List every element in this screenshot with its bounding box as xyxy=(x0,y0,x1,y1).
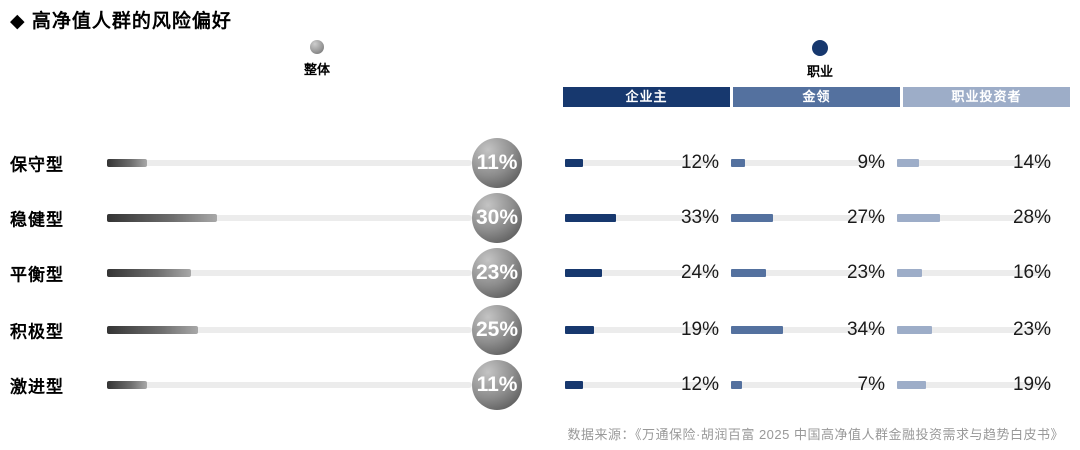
cell-value: 27% xyxy=(846,207,885,228)
chart-row-aggressive: 激进型 11% 12% 7% 19% xyxy=(0,357,1080,413)
cell-value: 16% xyxy=(1012,262,1051,283)
cell-value: 24% xyxy=(680,262,719,283)
cell-value: 33% xyxy=(680,207,719,228)
column-headers: 企业主 金领 职业投资者 xyxy=(563,87,1070,107)
cell-gold-collar: 34% xyxy=(731,302,885,358)
cell-bar-track xyxy=(565,159,719,167)
legend-occupation-label: 职业 xyxy=(806,64,833,79)
cell-gold-collar: 27% xyxy=(731,190,885,246)
cell-bar-fill xyxy=(565,326,595,334)
column-header-gold-collar: 金领 xyxy=(733,87,900,107)
overall-bar-track xyxy=(107,326,472,334)
data-source-note: 数据来源：《万通保险·胡润百富 2025 中国高净值人群金融投资需求与趋势白皮书… xyxy=(567,427,1064,442)
cell-value: 28% xyxy=(1012,207,1051,228)
cell-bar-track xyxy=(897,214,1051,222)
cell-bar-fill xyxy=(731,269,767,277)
cell-bar-track xyxy=(731,269,885,277)
cell-bar-fill xyxy=(731,214,773,222)
cell-bar-fill xyxy=(565,269,602,277)
cell-value: 19% xyxy=(680,319,719,340)
cell-professional-investor: 23% xyxy=(897,302,1051,358)
overall-bar-track xyxy=(107,214,472,222)
chart-row-balanced: 平衡型 23% 24% 23% 16% xyxy=(0,245,1080,301)
overall-value-badge: 30% xyxy=(472,193,522,243)
cell-bar-track xyxy=(565,381,719,389)
cell-bar-fill xyxy=(731,381,742,389)
cell-value: 14% xyxy=(1012,152,1051,173)
cell-bar-track xyxy=(897,269,1051,277)
cell-bar-track xyxy=(897,381,1051,389)
overall-value-badge: 23% xyxy=(472,248,522,298)
occupation-dot-icon xyxy=(812,40,828,56)
cell-bar-fill xyxy=(731,326,784,334)
cell-professional-investor: 16% xyxy=(897,245,1051,301)
overall-value-badge: 25% xyxy=(472,305,522,355)
cell-bar-track xyxy=(731,326,885,334)
overall-bar-track xyxy=(107,159,472,167)
cell-value: 7% xyxy=(857,374,885,395)
cell-bar-fill xyxy=(565,159,584,167)
overall-bar-track xyxy=(107,381,472,389)
cell-professional-investor: 28% xyxy=(897,190,1051,246)
cell-value: 23% xyxy=(846,262,885,283)
legend-overall: 整体 xyxy=(287,40,347,78)
cell-bar-track xyxy=(897,326,1051,334)
row-label: 积极型 xyxy=(10,322,64,342)
cell-bar-fill xyxy=(897,326,933,334)
cell-value: 12% xyxy=(680,152,719,173)
cell-bar-fill xyxy=(731,159,745,167)
cell-bar-track xyxy=(731,214,885,222)
chart-row-steady: 稳健型 30% 33% 27% 28% xyxy=(0,190,1080,246)
cell-gold-collar: 23% xyxy=(731,245,885,301)
overall-bar-fill xyxy=(107,269,191,277)
cell-value: 19% xyxy=(1012,374,1051,395)
cell-bar-track xyxy=(897,159,1051,167)
column-header-professional-investor: 职业投资者 xyxy=(903,87,1070,107)
cell-bar-fill xyxy=(897,214,941,222)
cell-business-owner: 24% xyxy=(565,245,719,301)
cell-business-owner: 12% xyxy=(565,135,719,191)
legend-overall-label: 整体 xyxy=(303,62,330,77)
overall-bar-track xyxy=(107,269,472,277)
cell-gold-collar: 7% xyxy=(731,357,885,413)
cell-business-owner: 33% xyxy=(565,190,719,246)
column-header-business-owner: 企业主 xyxy=(563,87,730,107)
cell-bar-track xyxy=(731,381,885,389)
legend-occupation: 职业 xyxy=(790,40,850,80)
cell-business-owner: 19% xyxy=(565,302,719,358)
cell-bar-fill xyxy=(897,269,922,277)
overall-bar-fill xyxy=(107,326,199,334)
cell-bar-fill xyxy=(897,381,927,389)
cell-value: 34% xyxy=(846,319,885,340)
row-label: 激进型 xyxy=(10,377,64,397)
chart-row-conservative: 保守型 11% 12% 9% 14% xyxy=(0,135,1080,191)
cell-bar-track xyxy=(565,269,719,277)
cell-value: 23% xyxy=(1012,319,1051,340)
overall-dot-icon xyxy=(310,40,324,54)
cell-bar-fill xyxy=(565,214,616,222)
overall-bar-fill xyxy=(107,381,148,389)
overall-bar-fill xyxy=(107,159,148,167)
cell-value: 12% xyxy=(680,374,719,395)
overall-bar-fill xyxy=(107,214,217,222)
overall-value-badge: 11% xyxy=(472,138,522,188)
row-label: 稳健型 xyxy=(10,210,64,230)
cell-professional-investor: 14% xyxy=(897,135,1051,191)
cell-bar-track xyxy=(731,159,885,167)
cell-business-owner: 12% xyxy=(565,357,719,413)
row-label: 保守型 xyxy=(10,155,64,175)
overall-value-badge: 11% xyxy=(472,360,522,410)
cell-bar-fill xyxy=(565,381,584,389)
cell-bar-track xyxy=(565,326,719,334)
cell-gold-collar: 9% xyxy=(731,135,885,191)
chart-row-active: 积极型 25% 19% 34% 23% xyxy=(0,302,1080,358)
row-label: 平衡型 xyxy=(10,265,64,285)
cell-bar-fill xyxy=(897,159,919,167)
chart-title: ◆ 高净值人群的风险偏好 xyxy=(10,11,232,32)
cell-bar-track xyxy=(565,214,719,222)
cell-professional-investor: 19% xyxy=(897,357,1051,413)
cell-value: 9% xyxy=(857,152,885,173)
